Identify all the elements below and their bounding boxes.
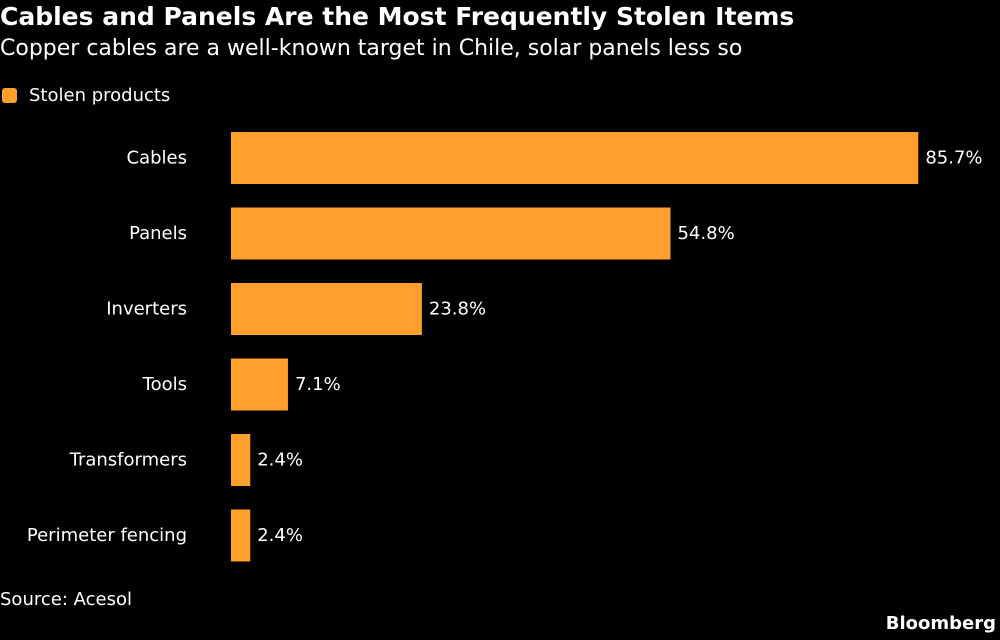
legend-swatch [2,87,17,103]
chart-title: Cables and Panels Are the Most Frequentl… [0,2,795,31]
legend-label: Stolen products [29,84,171,106]
chart-legend: Stolen products [2,83,170,107]
value-label: 54.8% [677,223,734,244]
chart-subtitle: Copper cables are a well-known target in… [0,36,743,61]
category-label: Inverters [106,299,187,320]
category-label: Transformers [69,450,187,471]
category-label: Cables [127,148,187,169]
category-label: Panels [129,223,187,244]
bar-tools [231,358,288,411]
source-note: Source: Acesol [0,589,132,610]
brand-logo: Bloomberg [885,613,996,634]
value-label: 85.7% [925,148,982,169]
bar-transformers [231,434,251,486]
value-label: 2.4% [257,525,303,546]
bar-chart: Cables 85.7% Panels 54.8% Inverters 23.8% Tool… [27,132,983,562]
category-label: Tools [142,374,187,395]
bar-panels [231,207,671,260]
bar-cables [231,132,919,184]
value-label: 2.4% [257,450,303,471]
bar-inverters [231,283,422,335]
value-label: 23.8% [429,299,486,320]
bar-perimeter-fencing [231,509,251,562]
category-label: Perimeter fencing [27,525,187,546]
value-label: 7.1% [295,374,341,395]
